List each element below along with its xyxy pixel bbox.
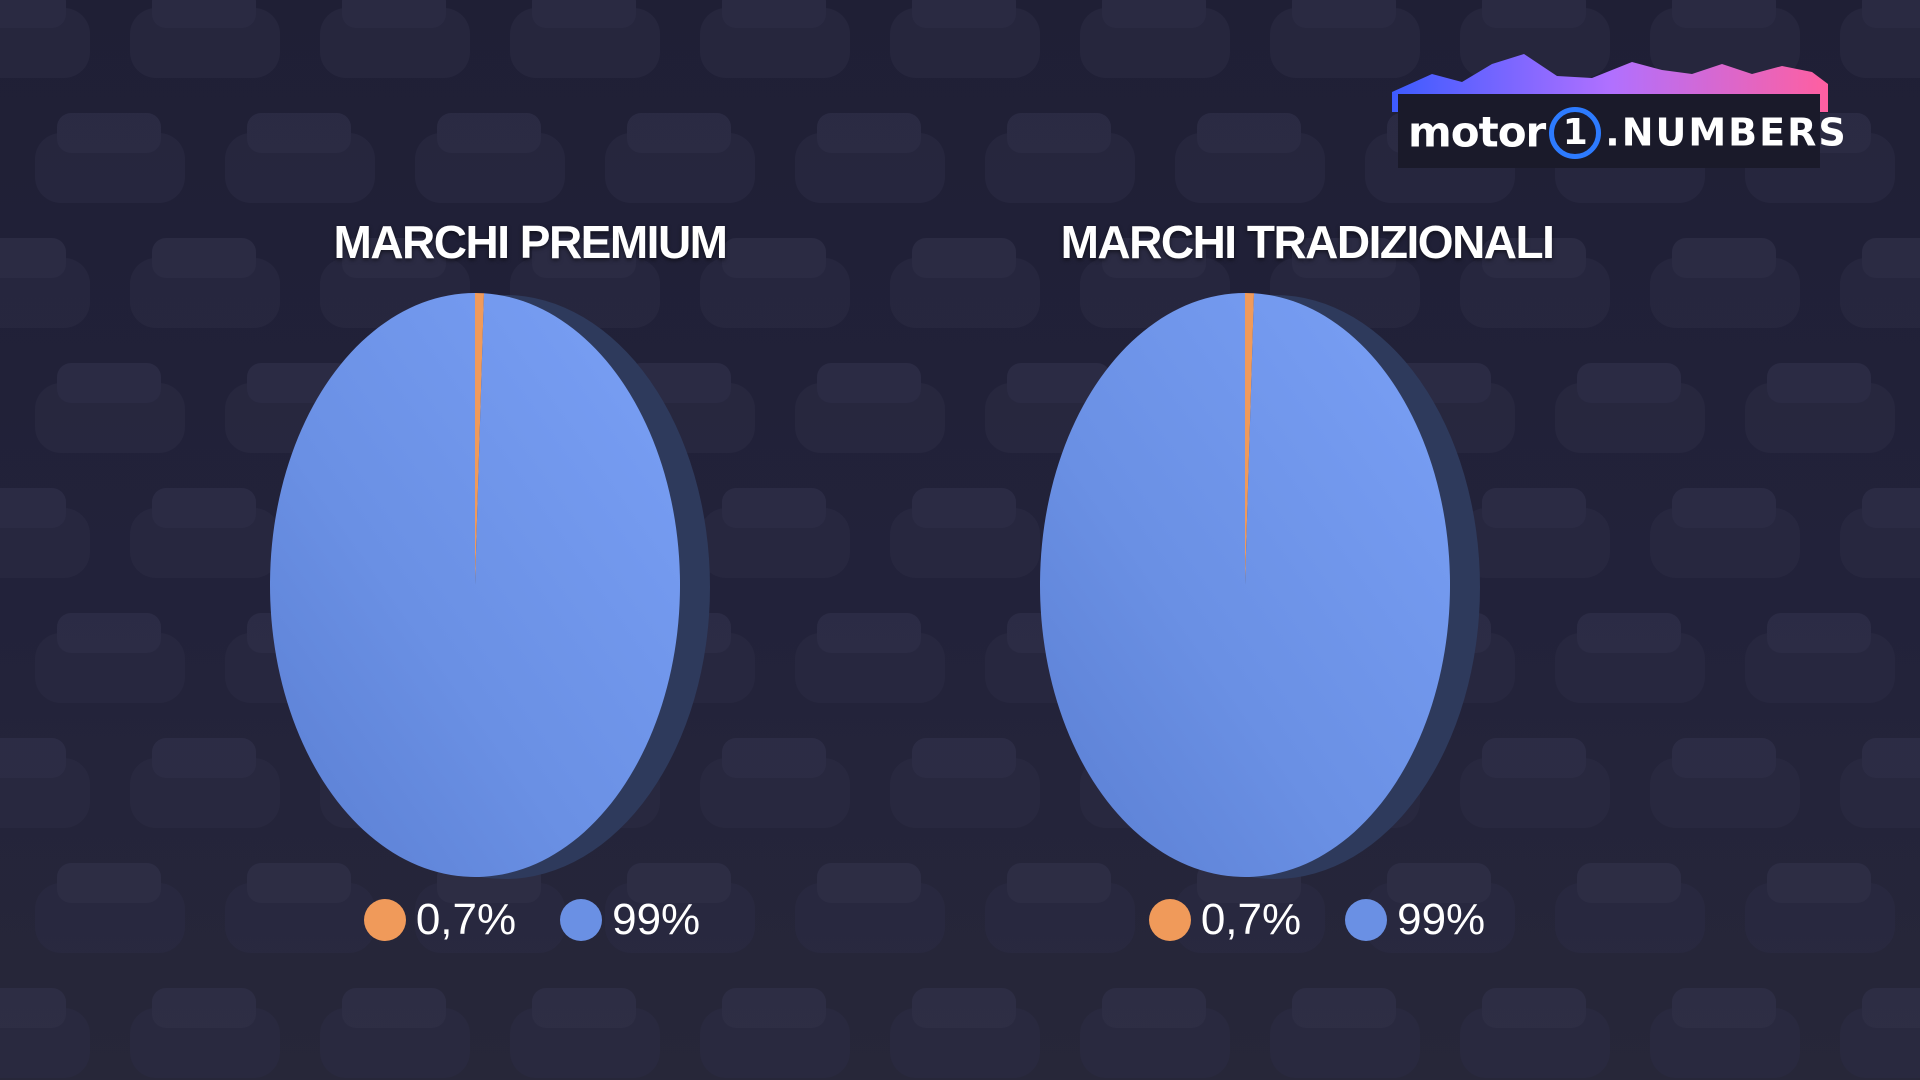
motor1-numbers-logo: motor 1 .NUMBERS (1392, 52, 1846, 170)
pie-chart-premium (270, 293, 710, 879)
legend-premium: 0,7% 99% (302, 890, 762, 950)
legend-dot-blue (560, 899, 603, 941)
legend-item-large-share: 99% (560, 895, 700, 945)
logo-backdrop (1398, 94, 1820, 168)
legend-item-small-share: 0,7% (363, 895, 517, 945)
pie-slice-large (1040, 293, 1450, 877)
legend-label-large: 99% (612, 895, 701, 944)
legend-label-small: 0,7% (1200, 895, 1302, 944)
legend-item-small-share: 0,7% (1148, 895, 1302, 945)
pie-slice-small (1245, 293, 1255, 585)
legend-dot-blue (1345, 899, 1388, 941)
logo-word-numbers: .NUMBERS (1605, 110, 1848, 155)
legend-tradizionali: 0,7% 99% (1087, 890, 1547, 950)
legend-item-large-share: 99% (1345, 895, 1485, 945)
legend-dot-orange (363, 899, 406, 941)
chart-title-premium: MARCHI PREMIUM (333, 216, 728, 268)
chart-title-tradizionali: MARCHI TRADIZIONALI (1060, 216, 1555, 268)
pie-slice-small (475, 293, 485, 585)
legend-label-large: 99% (1397, 895, 1486, 944)
legend-dot-orange (1148, 899, 1191, 941)
logo-wordmark: motor 1 .NUMBERS (1408, 102, 1848, 162)
pie-chart-tradizionali (1040, 293, 1480, 879)
logo-word-motor: motor (1408, 107, 1546, 157)
pie-slice-large (270, 293, 680, 877)
legend-label-small: 0,7% (415, 895, 517, 944)
logo-circle-one: 1 (1549, 106, 1602, 159)
